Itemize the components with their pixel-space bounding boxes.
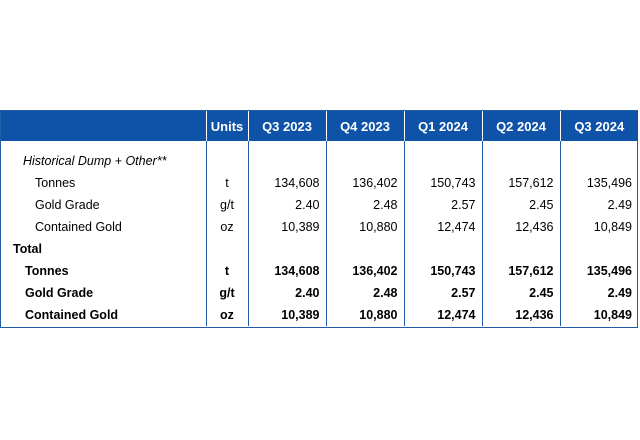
row-label: Gold Grade [25, 286, 94, 300]
row-label: Tonnes [25, 264, 69, 278]
header-period-q2-2024: Q2 2024 [481, 111, 560, 141]
cell-value: 2.45 [481, 282, 560, 304]
row-unit: oz [205, 216, 248, 238]
cell-value: 134,608 [247, 260, 326, 282]
table-row: Gold Grade g/t 2.40 2.48 2.57 2.45 2.49 [1, 194, 638, 216]
table-row: Contained Gold oz 10,389 10,880 12,474 1… [1, 216, 638, 238]
cell-value: 12,474 [403, 304, 482, 326]
cell-value: 150,743 [403, 260, 482, 282]
cell-value: 150,743 [403, 172, 482, 194]
section-title-total: Total [13, 242, 42, 256]
cell-value: 10,880 [325, 216, 404, 238]
spacer-row [1, 141, 638, 150]
production-table-grid: Units Q3 2023 Q4 2023 Q1 2024 Q2 2024 Q3… [1, 111, 638, 326]
section-row-total: Total [1, 238, 638, 260]
cell-value: 2.45 [481, 194, 560, 216]
cell-value: 2.57 [403, 194, 482, 216]
section-row-historical: Historical Dump + Other** [1, 150, 638, 172]
cell-value: 2.57 [403, 282, 482, 304]
header-period-q3-2023: Q3 2023 [247, 111, 326, 141]
cell-value: 12,436 [481, 304, 560, 326]
section-title-historical: Historical Dump + Other** [23, 154, 167, 168]
cell-value: 12,436 [481, 216, 560, 238]
table-row: Tonnes t 134,608 136,402 150,743 157,612… [1, 172, 638, 194]
header-period-q4-2023: Q4 2023 [325, 111, 404, 141]
row-label: Contained Gold [35, 220, 122, 234]
cell-value: 136,402 [325, 260, 404, 282]
cell-value: 157,612 [481, 172, 560, 194]
cell-value: 2.48 [325, 282, 404, 304]
row-label: Gold Grade [35, 198, 100, 212]
row-label: Tonnes [35, 176, 76, 190]
header-period-q1-2024: Q1 2024 [403, 111, 482, 141]
table-row: Contained Gold oz 10,389 10,880 12,474 1… [1, 304, 638, 326]
cell-value: 10,849 [559, 304, 638, 326]
cell-value: 135,496 [559, 260, 638, 282]
header-period-q3-2024: Q3 2024 [559, 111, 638, 141]
row-unit: t [205, 172, 248, 194]
row-unit: oz [205, 304, 248, 326]
cell-value: 2.49 [559, 194, 638, 216]
production-table: Units Q3 2023 Q4 2023 Q1 2024 Q2 2024 Q3… [0, 110, 638, 328]
row-label: Contained Gold [25, 308, 119, 322]
row-unit: g/t [205, 194, 248, 216]
cell-value: 2.48 [325, 194, 404, 216]
table-row: Gold Grade g/t 2.40 2.48 2.57 2.45 2.49 [1, 282, 638, 304]
cell-value: 136,402 [325, 172, 404, 194]
cell-value: 134,608 [247, 172, 326, 194]
cell-value: 12,474 [403, 216, 482, 238]
cell-value: 2.49 [559, 282, 638, 304]
cell-value: 10,880 [325, 304, 404, 326]
cell-value: 10,849 [559, 216, 638, 238]
cell-value: 135,496 [559, 172, 638, 194]
cell-value: 10,389 [247, 304, 326, 326]
cell-value: 2.40 [247, 282, 326, 304]
table-row: Tonnes t 134,608 136,402 150,743 157,612… [1, 260, 638, 282]
header-label-cell [1, 111, 206, 141]
table-header-row: Units Q3 2023 Q4 2023 Q1 2024 Q2 2024 Q3… [1, 111, 638, 141]
cell-value: 10,389 [247, 216, 326, 238]
header-units: Units [205, 111, 248, 141]
row-unit: t [205, 260, 248, 282]
cell-value: 2.40 [247, 194, 326, 216]
cell-value: 157,612 [481, 260, 560, 282]
row-unit: g/t [205, 282, 248, 304]
